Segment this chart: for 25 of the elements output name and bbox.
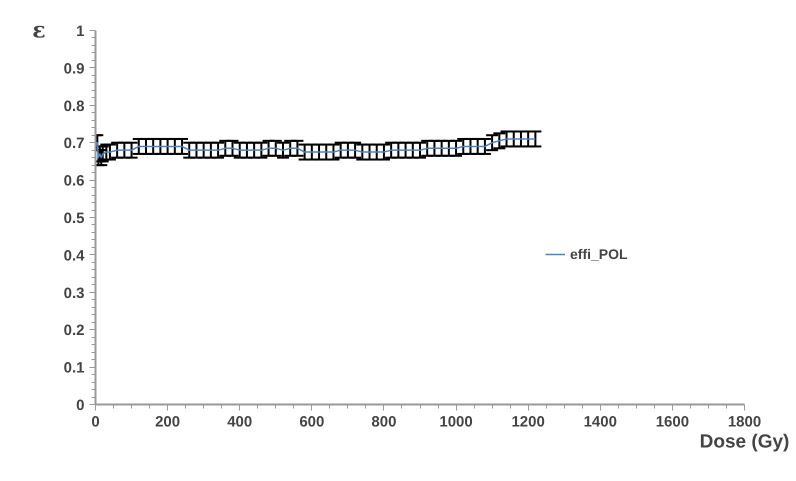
y-tick-label: 0.9 — [64, 60, 85, 78]
legend-label: effi_POL — [570, 246, 628, 262]
x-axis-title: Dose (Gy) — [700, 432, 790, 452]
x-tick-label: 800 — [371, 414, 396, 430]
y-tick-label: 0.5 — [64, 210, 85, 227]
x-tick-label: 1200 — [511, 414, 545, 430]
x-tick-label: 1000 — [439, 414, 473, 430]
y-tick-label: 0.2 — [64, 322, 85, 340]
x-tick-label: 600 — [299, 414, 324, 430]
y-tick-label: 0.6 — [64, 172, 85, 190]
x-tick-label: 1800 — [728, 414, 762, 430]
y-tick-label: 0.8 — [64, 98, 85, 115]
y-tick-label: 0.3 — [64, 284, 85, 302]
x-tick-label: 1400 — [584, 414, 617, 430]
y-tick-label: 1 — [76, 23, 84, 40]
x-tick-label: 400 — [227, 414, 252, 430]
x-tick-label: 1600 — [656, 414, 690, 430]
x-tick-label: 0 — [91, 414, 100, 430]
y-tick-label: 0.7 — [64, 135, 85, 152]
y-axis-title: ε — [32, 18, 46, 44]
y-tick-label: 0 — [76, 397, 84, 414]
y-tick-label: 0.4 — [64, 247, 86, 264]
x-tick-label: 200 — [155, 414, 180, 430]
line-series — [96, 138, 536, 158]
y-tick-label: 0.1 — [64, 360, 85, 377]
